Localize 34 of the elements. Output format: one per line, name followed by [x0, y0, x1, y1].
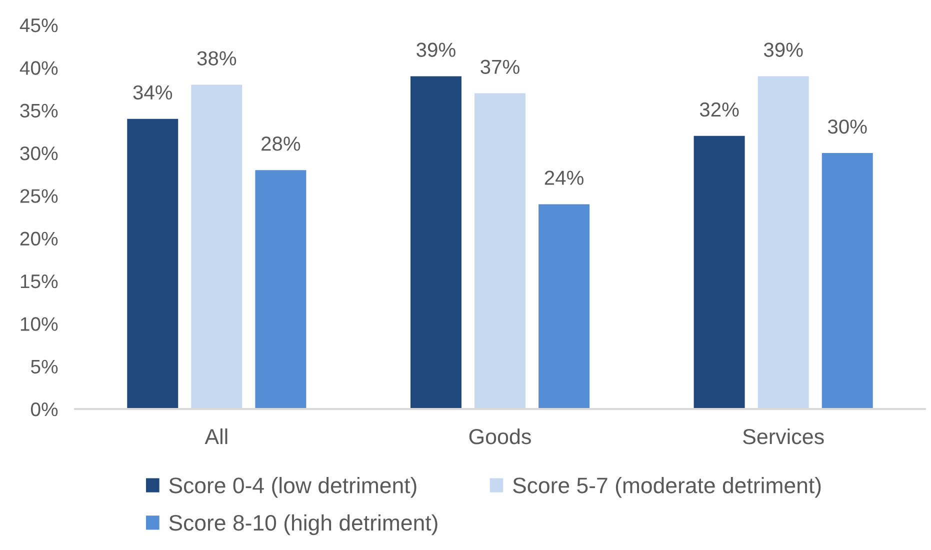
y-tick-label: 25% [20, 189, 58, 203]
bar [410, 76, 462, 409]
data-label: 24% [544, 170, 584, 185]
y-tick-label: 45% [20, 18, 58, 32]
x-tick-label: Goods [469, 428, 531, 444]
data-label: 28% [262, 136, 300, 151]
data-label: 37% [480, 60, 520, 74]
y-tick-label: 40% [20, 61, 58, 75]
data-label: 39% [416, 42, 456, 57]
x-tick-label: Services [743, 428, 824, 444]
y-tick-label: 0% [30, 402, 58, 416]
data-label: 32% [700, 102, 739, 117]
x-tick-label: All [204, 428, 228, 444]
legend-label: Score 8-10 (high detriment) [169, 514, 438, 536]
bar [191, 84, 242, 409]
y-tick-label: 10% [20, 317, 58, 331]
bar [694, 136, 745, 409]
bar [474, 93, 526, 409]
y-tick-label: 15% [20, 274, 58, 288]
y-tick-label: 35% [20, 104, 58, 118]
data-label: 38% [197, 51, 236, 66]
y-tick-label: 20% [20, 232, 58, 246]
bar [758, 76, 809, 409]
y-tick-label: 30% [20, 146, 58, 160]
legend-label: Score 0-4 (low detriment) [169, 477, 416, 498]
bar [127, 118, 178, 409]
bar [255, 170, 306, 409]
legend-label: Score 5-7 (moderate detriment) [513, 477, 821, 498]
data-label: 30% [828, 119, 867, 134]
bar [538, 204, 590, 409]
y-tick-label: 5% [31, 360, 58, 374]
data-label: 34% [133, 85, 172, 100]
bar [822, 153, 873, 409]
data-label: 39% [764, 42, 803, 57]
